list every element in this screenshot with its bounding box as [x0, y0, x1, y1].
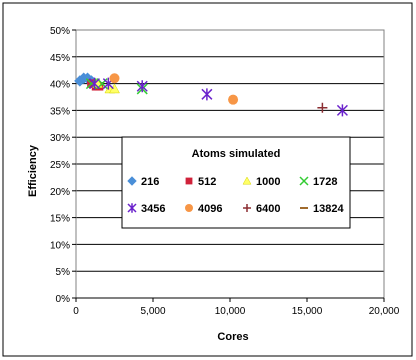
legend-label: 216	[141, 176, 159, 188]
legend-marker	[127, 176, 137, 186]
legend-marker	[185, 204, 193, 212]
legend-label: 1000	[256, 176, 280, 188]
y-tick-label: 35%	[50, 106, 70, 117]
data-point	[336, 104, 348, 117]
data-point	[228, 94, 239, 105]
x-tick-label: 10,000	[215, 306, 246, 317]
y-tick-label: 0%	[56, 294, 71, 305]
x-axis: 0 5,000 10,000 15,000 20,000	[73, 297, 400, 317]
legend-marker	[299, 176, 309, 186]
y-tick-label: 20%	[50, 187, 70, 198]
x-tick-label: 0	[73, 306, 79, 317]
x-axis-title: Cores	[217, 331, 248, 343]
x-tick-label: 15,000	[292, 306, 323, 317]
y-tick-label: 45%	[50, 53, 70, 64]
legend-marker	[185, 177, 193, 185]
x-tick-label: 5,000	[140, 306, 165, 317]
legend-items: 216 512 1000 1728 3456 4096 6400 13824	[127, 176, 344, 215]
y-tick-label: 5%	[56, 267, 71, 278]
legend-label: 6400	[256, 203, 280, 215]
data-point	[109, 73, 120, 84]
data-point	[201, 88, 213, 101]
legend-marker	[243, 204, 251, 212]
legend: Atoms simulated 216 512 1000 1728 3456 4096 64…	[121, 136, 351, 229]
y-tick-label: 50%	[50, 26, 70, 37]
y-axis-title: Efficiency	[27, 144, 39, 197]
y-tick-label: 25%	[50, 160, 70, 171]
x-tick-label: 20,000	[369, 306, 400, 317]
legend-label: 512	[198, 176, 216, 188]
data-points	[74, 72, 348, 117]
legend-label: 13824	[313, 203, 344, 215]
legend-title: Atoms simulated	[192, 148, 281, 160]
y-tick-label: 40%	[50, 80, 70, 91]
legend-marker	[242, 176, 252, 185]
y-tick-label: 30%	[50, 133, 70, 144]
legend-label: 1728	[313, 176, 337, 188]
y-tick-label: 10%	[50, 240, 70, 251]
legend-box	[121, 136, 351, 229]
data-point	[136, 80, 148, 93]
legend-label: 3456	[141, 203, 165, 215]
data-point	[317, 102, 328, 113]
legend-marker	[127, 203, 137, 213]
y-tick-label: 15%	[50, 214, 70, 225]
y-axis: 0% 5% 10% 15% 20% 25% 30% 35% 40% 45% 50%	[50, 26, 76, 305]
data-point	[109, 83, 120, 94]
legend-label: 4096	[198, 203, 222, 215]
data-point	[88, 77, 101, 90]
